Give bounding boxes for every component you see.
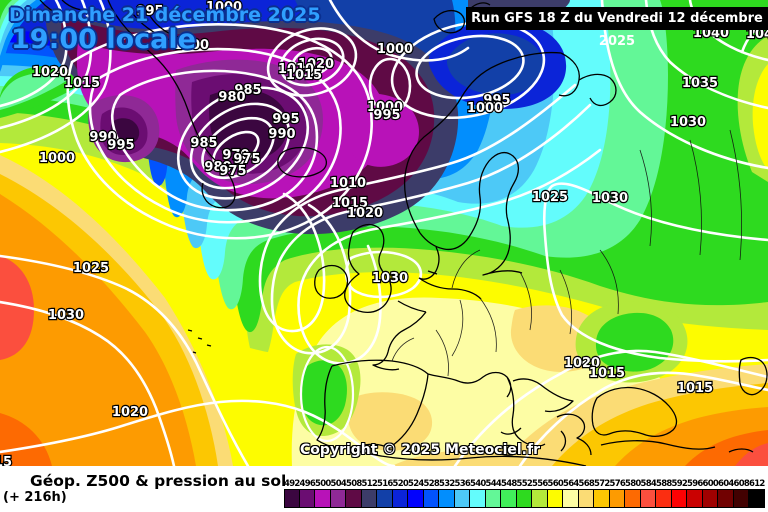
- isobar-label: 1030: [48, 308, 84, 323]
- isobar-label: 975: [219, 164, 246, 179]
- legend-cell: 564: [562, 479, 579, 508]
- isobar-label: 1025: [532, 190, 568, 205]
- isobar-label: 1030: [592, 191, 628, 206]
- legend-cell: 552: [515, 479, 533, 508]
- isobar-label: 985: [234, 83, 261, 98]
- isobar-label: 995: [107, 138, 134, 153]
- legend-cell: 516: [376, 479, 393, 508]
- isobar-label: 1030: [372, 271, 408, 286]
- map-title: Géop. Z500 & pression au sol: [30, 472, 287, 490]
- isobar-label: 1015: [0, 455, 12, 466]
- legend-cell: 576: [608, 479, 626, 508]
- forecast-local-time: 19:00 locale: [11, 24, 196, 55]
- legend-cell: 608: [732, 479, 750, 508]
- isobar-label: 995: [136, 4, 163, 19]
- legend-cell: 528: [422, 479, 440, 508]
- isobar-label: 1000: [206, 0, 242, 15]
- isobar-label: 1000: [173, 38, 209, 53]
- isobar-label: 1020: [564, 356, 600, 371]
- isobar-label: 1020: [298, 57, 334, 72]
- legend-cell: 596: [686, 479, 703, 508]
- legend-cell: 536: [453, 479, 471, 508]
- map-footer-bar: Géop. Z500 & pression au sol (+ 216h) 49…: [0, 466, 768, 512]
- legend-cell: 504: [329, 479, 347, 508]
- isobar-label: 1000: [367, 100, 403, 115]
- z500-color-legend: 492 496 500 504 508 512 516 520 524 528 532 536 540 5…: [284, 479, 765, 508]
- isobar-label: 1010: [278, 62, 314, 77]
- isobar-label: 1020: [112, 405, 148, 420]
- isobar-label: 1045: [746, 27, 768, 42]
- legend-cell: 556: [531, 479, 548, 508]
- legend-cell: 544: [484, 479, 502, 508]
- isobar-label: 995: [483, 93, 510, 108]
- isobar-label: 995: [373, 108, 400, 123]
- isobar-label: 1015: [677, 381, 713, 396]
- legend-cell: 568: [577, 479, 595, 508]
- legend-cell: 612: [748, 479, 765, 508]
- legend-cell: 520: [391, 479, 409, 508]
- isobar-label: 970: [222, 148, 249, 163]
- legend-cell: 600: [701, 479, 719, 508]
- legend-cell: 604: [717, 479, 734, 508]
- legend-cell: 500: [314, 479, 331, 508]
- isobar-label: 1030: [670, 115, 706, 130]
- isobar-label: 1000: [39, 151, 75, 166]
- isobar-label: 995: [272, 112, 299, 127]
- legend-cell: 492: [284, 479, 300, 508]
- isobar-label: 1015: [64, 76, 100, 91]
- isobar-label: 1000: [377, 42, 413, 57]
- legend-cell: 548: [500, 479, 517, 508]
- isobar-label: 985: [190, 136, 217, 151]
- isobar-label: 1035: [682, 76, 718, 91]
- legend-cell: 524: [407, 479, 424, 508]
- forecast-date: Dimanche 21 décembre 2025: [9, 4, 321, 26]
- isobar-lines: [0, 0, 768, 466]
- isobar-label: 1020: [32, 65, 68, 80]
- copyright-watermark: Copyright © 2025 Meteociel.fr: [300, 442, 540, 458]
- legend-cell: 588: [655, 479, 672, 508]
- legend-cell: 512: [360, 479, 378, 508]
- isobar-label: 975: [233, 152, 260, 167]
- legend-cell: 592: [670, 479, 688, 508]
- isobar-label: 1015: [332, 196, 368, 211]
- legend-cells: 492 496 500 504 508 512 516 520 524 528 532 536 540 5…: [284, 479, 765, 508]
- model-run-info: Run GFS 18 Z du Vendredi 12 décembre 202…: [466, 7, 768, 49]
- legend-cell: 572: [593, 479, 610, 508]
- isobar-label: 990: [89, 130, 116, 145]
- country-borders: [391, 129, 742, 377]
- legend-cell: 540: [469, 479, 486, 508]
- map-canvas: 995 1000100010201015990995100098598010201…: [0, 0, 768, 466]
- isobar-labels: 995 1000100010201015990995100098598010201…: [0, 0, 768, 466]
- isobar-label: 990: [268, 127, 295, 142]
- legend-cell: 584: [639, 479, 657, 508]
- legend-cell: 508: [345, 479, 362, 508]
- legend-cell: 580: [624, 479, 641, 508]
- isobar-label: 1015: [286, 68, 322, 83]
- isobar-label: 980: [218, 90, 245, 105]
- legend-cell: 532: [438, 479, 455, 508]
- gfs-z500-map: 995 1000 1000 1020 1015 990 995 1000 985 980 1020 1…: [0, 0, 768, 466]
- legend-cell: 496: [298, 479, 316, 508]
- isobar-label: 980: [204, 160, 231, 175]
- legend-cell: 560: [546, 479, 564, 508]
- isobar-label: 1025: [73, 261, 109, 276]
- forecast-step: (+ 216h): [3, 490, 67, 505]
- isobar-label: 1020: [347, 206, 383, 221]
- isobar-label: 1015: [589, 366, 625, 381]
- isobar-label: 1010: [330, 176, 366, 191]
- isobar-label: 1000: [467, 101, 503, 116]
